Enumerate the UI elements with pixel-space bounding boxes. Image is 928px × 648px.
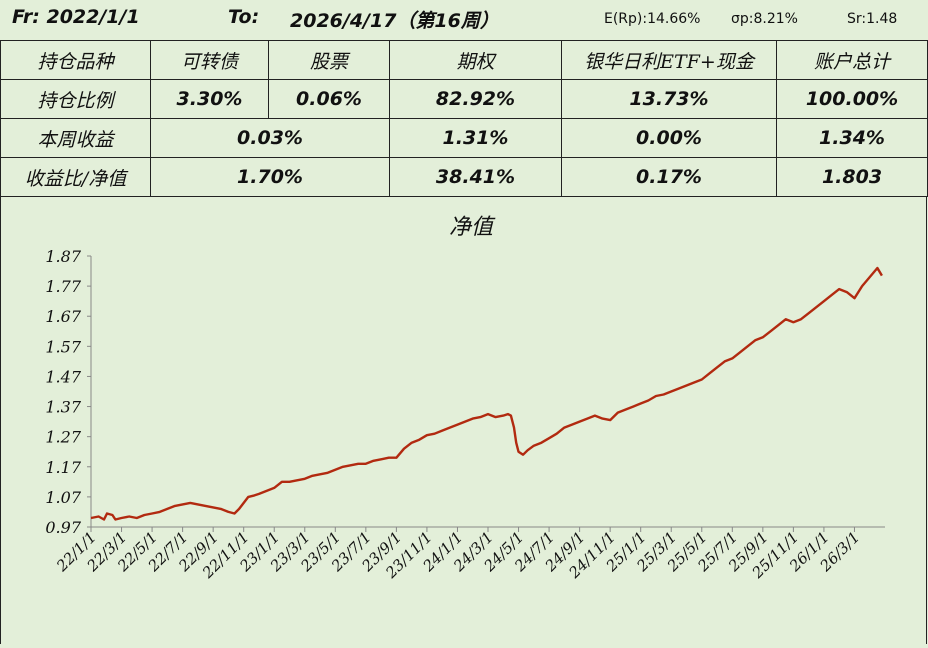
- header-cell: 银华日利ETF+现金: [561, 40, 777, 80]
- y-tick-label: 1.77: [45, 277, 81, 296]
- table-row: 持仓比例 3.30% 0.06% 82.92% 13.73% 100.00%: [0, 79, 928, 119]
- option-weight: 82.92%: [389, 79, 562, 119]
- y-tick-label: 1.07: [45, 488, 81, 507]
- sharpe-ratio: Sr:1.48: [847, 11, 898, 27]
- y-axis: 0.97 1.07 1.17 1.27 1.37 1.47 1.57 1.67 1.77 1.87: [45, 247, 92, 537]
- summary-header: Fr: 2022/1/1 To: 2026/4/17（第16周） E(Rp):1…: [0, 0, 928, 40]
- net-value-chart: 净值 0.97 1.07 1.17 1.27 1.37 1.47 1.57 1.67 1.77 1…: [45, 215, 885, 582]
- total-weight: 100.00%: [776, 79, 928, 119]
- table-header-row: 持仓品种 可转债 股票 期权 银华日利ETF+现金 账户总计: [0, 40, 928, 80]
- table-row: 收益比/净值 1.70% 38.41% 0.17% 1.803: [0, 157, 928, 197]
- net-value-line: [90, 266, 883, 521]
- etf-cash-weight: 13.73%: [561, 79, 777, 119]
- y-tick-label: 1.57: [45, 337, 81, 356]
- header-cell: 股票: [268, 40, 390, 80]
- y-tick-label: 0.97: [45, 518, 81, 537]
- header-cell: 持仓品种: [0, 40, 151, 80]
- series-group: [90, 266, 883, 521]
- y-tick-label: 1.27: [45, 428, 81, 447]
- row-label: 收益比/净值: [0, 157, 151, 197]
- table-row: 本周收益 0.03% 1.31% 0.00% 1.34%: [0, 118, 928, 158]
- row-label: 本周收益: [0, 118, 151, 158]
- header-cell: 期权: [389, 40, 562, 80]
- y-tick-label: 1.37: [45, 398, 81, 417]
- volatility: σp:8.21%: [731, 11, 798, 27]
- y-tick-label: 1.17: [45, 458, 81, 477]
- holdings-table: 持仓品种 可转债 股票 期权 银华日利ETF+现金 账户总计 持仓比例 3.30…: [0, 40, 928, 197]
- stock-weight: 0.06%: [268, 79, 390, 119]
- option-weekly: 1.31%: [389, 118, 562, 158]
- chart-area: 净值 0.97 1.07 1.17 1.27 1.37 1.47 1.57 1.67 1.77 1…: [0, 196, 927, 644]
- from-date: Fr: 2022/1/1: [12, 6, 140, 28]
- y-tick-label: 1.47: [45, 367, 81, 386]
- x-axis: 22/1/122/3/122/5/122/7/122/9/122/11/123/…: [52, 526, 885, 582]
- cb-stock-weekly: 0.03%: [150, 118, 390, 158]
- etf-cash-return: 0.17%: [561, 157, 777, 197]
- to-label: To:: [228, 6, 260, 28]
- chart-title: 净值: [449, 215, 496, 240]
- cb-stock-return: 1.70%: [150, 157, 390, 197]
- option-return: 38.41%: [389, 157, 562, 197]
- to-date: 2026/4/17（第16周）: [290, 10, 499, 32]
- expected-return: E(Rp):14.66%: [604, 11, 701, 27]
- total-weekly: 1.34%: [776, 118, 928, 158]
- header-cell: 账户总计: [776, 40, 928, 80]
- row-label: 持仓比例: [0, 79, 151, 119]
- etf-cash-weekly: 0.00%: [561, 118, 777, 158]
- net-value: 1.803: [776, 157, 928, 197]
- cb-weight: 3.30%: [150, 79, 269, 119]
- y-tick-label: 1.87: [45, 247, 81, 266]
- y-tick-label: 1.67: [45, 307, 81, 326]
- header-cell: 可转债: [150, 40, 269, 80]
